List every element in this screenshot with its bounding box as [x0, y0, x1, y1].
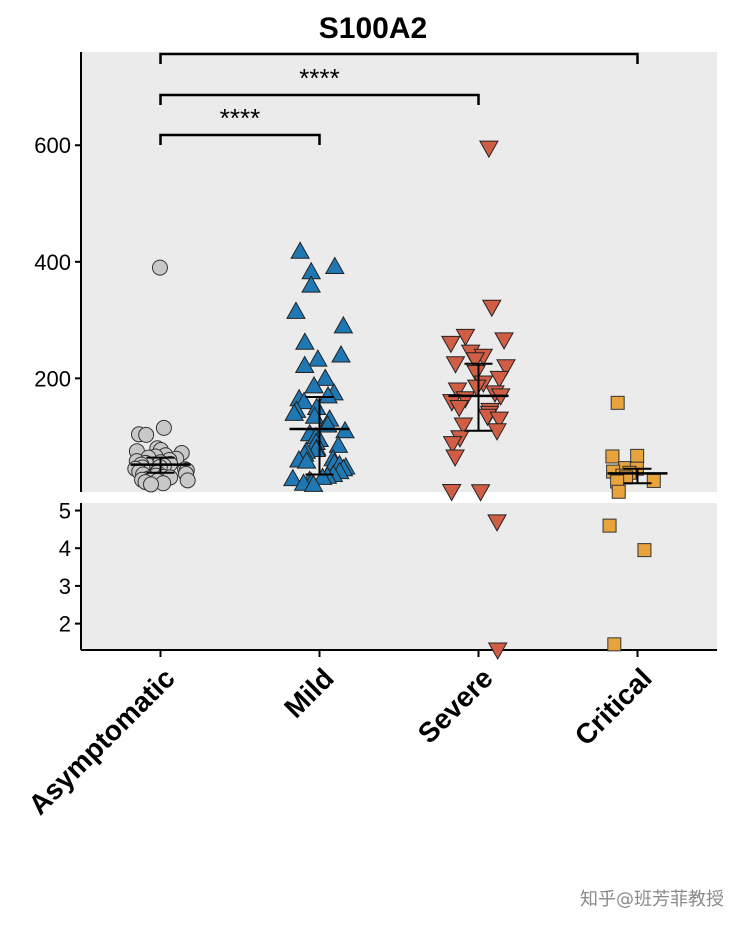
data-point-mild: [290, 241, 310, 259]
y-tick-label: 5: [59, 499, 71, 524]
data-point-mild: [286, 301, 306, 319]
data-point-mild: [295, 332, 315, 350]
y-tick-label: 3: [59, 574, 71, 599]
data-points: [127, 140, 661, 661]
data-point-mild: [303, 474, 324, 492]
data-point-mild: [294, 355, 315, 374]
data-point-mild: [294, 391, 314, 410]
data-point-critical: [630, 448, 645, 463]
data-point-critical: [646, 473, 661, 488]
data-point-severe: [470, 484, 491, 502]
data-point-mild: [304, 375, 324, 394]
y-tick-label: 600: [34, 133, 71, 158]
x-tick-label: Asymptomatic: [22, 662, 180, 820]
significance-label: ****: [299, 63, 339, 93]
data-point-severe: [441, 335, 461, 354]
data-point-mild: [333, 315, 354, 334]
data-point-severe: [453, 417, 474, 435]
data-point-critical: [607, 637, 622, 652]
data-point-severe: [465, 352, 486, 370]
data-point-mild: [282, 468, 303, 487]
data-point-critical: [637, 543, 652, 558]
data-point-severe: [449, 399, 470, 418]
data-point-severe: [466, 365, 486, 383]
data-point-severe: [445, 356, 466, 374]
data-point-mild: [312, 467, 333, 485]
data-point-severe: [466, 379, 487, 398]
data-point-asymptomatic: [138, 426, 155, 443]
data-point-severe: [441, 484, 462, 502]
plot-panel-upper: [81, 52, 717, 492]
x-tick-label: Critical: [569, 662, 658, 751]
data-point-severe: [445, 449, 465, 468]
data-point-critical: [611, 484, 626, 499]
data-point-severe: [489, 370, 510, 389]
data-point-mild: [308, 349, 328, 367]
x-tick-label: Severe: [412, 662, 499, 749]
data-point-severe: [455, 328, 476, 347]
data-point-mild: [324, 256, 345, 274]
error-bars: [130, 362, 668, 485]
data-point-mild: [284, 403, 305, 421]
y-tick-label: 2: [59, 612, 71, 637]
data-point-severe: [481, 299, 502, 318]
chart-title: S100A2: [319, 12, 427, 45]
significance-bracket: [159, 52, 639, 64]
data-point-critical: [605, 449, 620, 464]
data-point-mild: [328, 435, 349, 453]
data-point-severe: [447, 382, 468, 401]
data-point-severe: [442, 436, 463, 454]
data-point-severe: [487, 642, 508, 661]
data-point-mild: [315, 368, 336, 386]
data-point-asymptomatic: [155, 419, 172, 436]
data-point-mild: [331, 345, 351, 363]
x-ticks: Asymptomatic Mild Severe Critical: [22, 650, 658, 821]
significance-brackets: **** ****: [159, 52, 639, 145]
y-ticks: 200 400 600 2 3 4 5: [34, 133, 81, 637]
data-point-critical: [610, 395, 625, 410]
watermark: 知乎@班芳菲教授: [580, 889, 724, 910]
data-point-asymptomatic: [151, 259, 168, 276]
data-point-severe: [496, 359, 516, 377]
data-point-mild: [301, 275, 321, 293]
data-point-severe: [487, 423, 507, 441]
data-point-asymptomatic: [179, 472, 196, 489]
data-point-mild: [318, 385, 338, 404]
significance-label: ****: [220, 103, 260, 133]
data-point-severe: [487, 514, 507, 532]
data-point-asymptomatic: [143, 476, 160, 493]
x-tick-label: Mild: [278, 662, 340, 724]
data-point-mild: [296, 451, 317, 469]
data-point-severe: [479, 140, 499, 159]
axis-break-gap: [70, 492, 730, 503]
plot-panel-lower: [81, 503, 717, 650]
y-tick-label: 200: [34, 366, 71, 391]
significance-bracket: [159, 133, 321, 145]
data-point-critical: [602, 518, 617, 533]
significance-bracket: [159, 93, 480, 105]
data-point-severe: [489, 411, 510, 430]
data-point-severe: [494, 332, 514, 350]
y-tick-label: 4: [59, 536, 71, 561]
y-tick-label: 400: [34, 250, 71, 275]
